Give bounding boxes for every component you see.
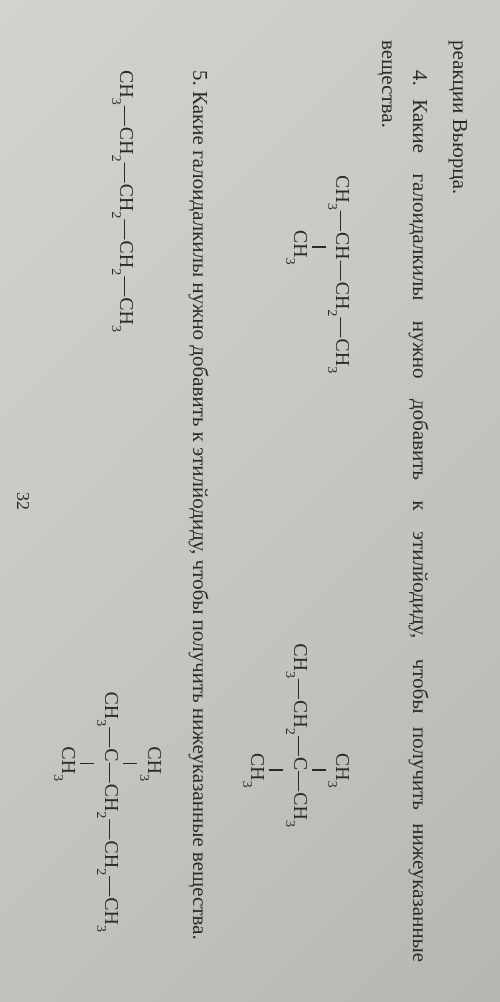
q4-number: 4. <box>409 70 433 86</box>
q5-text1: Какие галоидалкилы нужно добавить к этил… <box>188 91 212 703</box>
q5-number: 5. <box>188 70 212 86</box>
structure-4a: CH3—CH—CH2—CH3 CH3— CH3 <box>240 175 354 373</box>
q4-text1: Какие галоидалкилы нужно добавить к этил… <box>409 99 433 713</box>
structure-5a: CH3—CH2—CH2—CH2—CH3 <box>51 70 137 332</box>
page-number: 32 <box>12 492 33 510</box>
question-4: 4. Какие галоидалкилы нужно добавить к э… <box>373 40 436 962</box>
structure-4b: CH3—CH2— CH3 CH3—CH2—C—CH3 CH3—CH2— CH3 <box>240 643 354 827</box>
question-5: 5. Какие галоидалкилы нужно добавить к э… <box>184 40 216 962</box>
structures-row-5: CH3—CH2—CH2—CH2—CH3 CH3— CH3 CH3—C—CH2—C… <box>51 40 165 962</box>
q5-text2: нижеуказанные вещества. <box>188 708 212 940</box>
page-content: реакции Вьюрца. 4. Какие галоидалкилы ну… <box>0 0 500 1002</box>
header-line: реакции Вьюрца. <box>444 40 476 962</box>
structure-5b: CH3— CH3 CH3—C—CH2—CH2—CH3 CH3— CH3 <box>51 691 165 932</box>
structures-row-4: CH3—CH—CH2—CH3 CH3— CH3 CH3—CH2— CH3 CH3 <box>240 40 354 962</box>
